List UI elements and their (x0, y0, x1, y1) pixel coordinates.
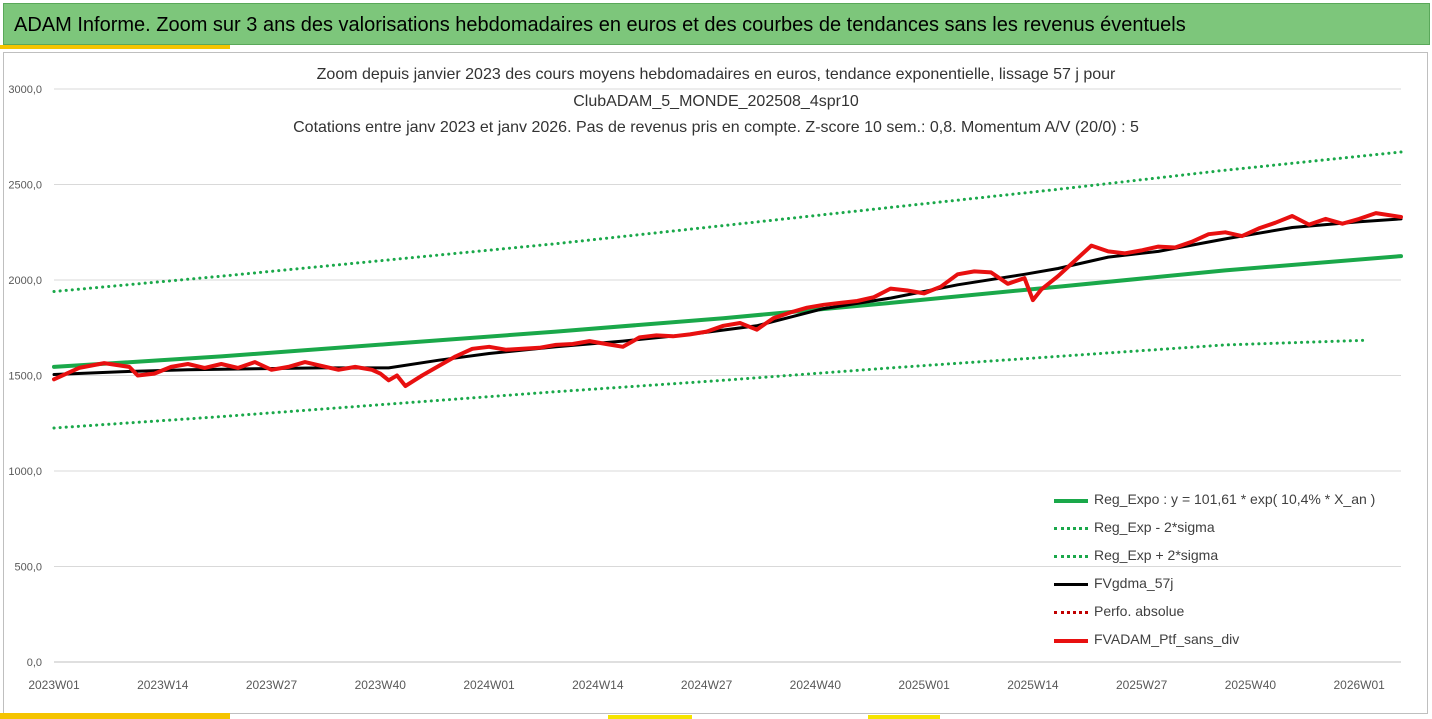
legend-swatch-reg-exp-plus (1054, 555, 1088, 558)
bottom-accent-bar (0, 713, 230, 719)
chart-title-line-3: Cotations entre janv 2023 et janv 2026. … (293, 119, 1139, 136)
series-line-2 (52, 150, 1403, 293)
legend-item-fvgdma: FVgdma_57j (1054, 571, 1414, 599)
series-line-1 (52, 338, 1369, 430)
x-tick-label: 2023W14 (137, 678, 189, 692)
x-tick-label: 2026W01 (1333, 678, 1385, 692)
chart-title-line-1: Zoom depuis janvier 2023 des cours moyen… (316, 66, 1116, 83)
legend-label-reg-expo: Reg_Expo : y = 101,61 * exp( 10,4% * X_a… (1094, 491, 1376, 507)
x-tick-label: 2025W40 (1225, 678, 1277, 692)
legend-item-reg-exp-minus: Reg_Exp - 2*sigma (1054, 515, 1414, 543)
legend-swatch-perfo-absolue (1054, 611, 1088, 614)
legend-label-fvgdma: FVgdma_57j (1094, 575, 1174, 591)
legend-label-reg-exp-plus: Reg_Exp + 2*sigma (1094, 547, 1219, 563)
legend-label-reg-exp-minus: Reg_Exp - 2*sigma (1094, 519, 1215, 535)
bottom-accent-mark-1 (608, 715, 692, 719)
legend-item-reg-exp-plus: Reg_Exp + 2*sigma (1054, 543, 1414, 571)
series-line-3 (52, 217, 1403, 376)
x-tick-label: 2025W01 (898, 678, 950, 692)
x-tick-label: 2025W27 (1116, 678, 1168, 692)
x-tick-label: 2024W14 (572, 678, 624, 692)
x-tick-label: 2023W01 (28, 678, 80, 692)
x-tick-label: 2025W14 (1007, 678, 1059, 692)
legend-label-fvadam-ptf: FVADAM_Ptf_sans_div (1094, 631, 1240, 647)
x-tick-label: 2024W27 (681, 678, 733, 692)
x-tick-label: 2024W01 (463, 678, 515, 692)
bottom-accent-mark-2 (868, 715, 940, 719)
legend-item-perfo-absolue: Perfo. absolue (1054, 599, 1414, 627)
legend-swatch-fvgdma (1054, 583, 1088, 586)
x-tick-label: 2023W27 (246, 678, 298, 692)
chart-area (3, 52, 1428, 714)
y-tick-label: 1000,0 (8, 466, 42, 478)
legend-swatch-reg-expo (1054, 499, 1088, 503)
x-tick-label: 2024W40 (790, 678, 842, 692)
banner-accent-bar (0, 45, 230, 49)
y-tick-label: 2000,0 (8, 275, 42, 287)
report-banner: ADAM Informe. Zoom sur 3 ans des valoris… (3, 3, 1430, 45)
legend-item-reg-expo: Reg_Expo : y = 101,61 * exp( 10,4% * X_a… (1054, 487, 1414, 515)
chart-legend: Reg_Expo : y = 101,61 * exp( 10,4% * X_a… (1054, 487, 1414, 655)
legend-swatch-fvadam-ptf (1054, 639, 1088, 643)
series-line-0 (52, 254, 1403, 369)
report-title: ADAM Informe. Zoom sur 3 ans des valoris… (14, 14, 1186, 36)
legend-label-perfo-absolue: Perfo. absolue (1094, 603, 1185, 619)
x-tick-label: 2023W40 (355, 678, 407, 692)
y-tick-label: 0,0 (27, 657, 42, 669)
series-line-5 (52, 211, 1403, 388)
y-tick-label: 2500,0 (8, 180, 42, 192)
y-tick-label: 1500,0 (8, 371, 42, 383)
y-tick-label: 3000,0 (8, 84, 42, 96)
y-tick-label: 500,0 (14, 562, 42, 574)
legend-item-fvadam-ptf: FVADAM_Ptf_sans_div (1054, 627, 1414, 655)
legend-swatch-reg-exp-minus (1054, 527, 1088, 530)
chart-title-line-2: ClubADAM_5_MONDE_202508_4spr10 (573, 93, 859, 110)
